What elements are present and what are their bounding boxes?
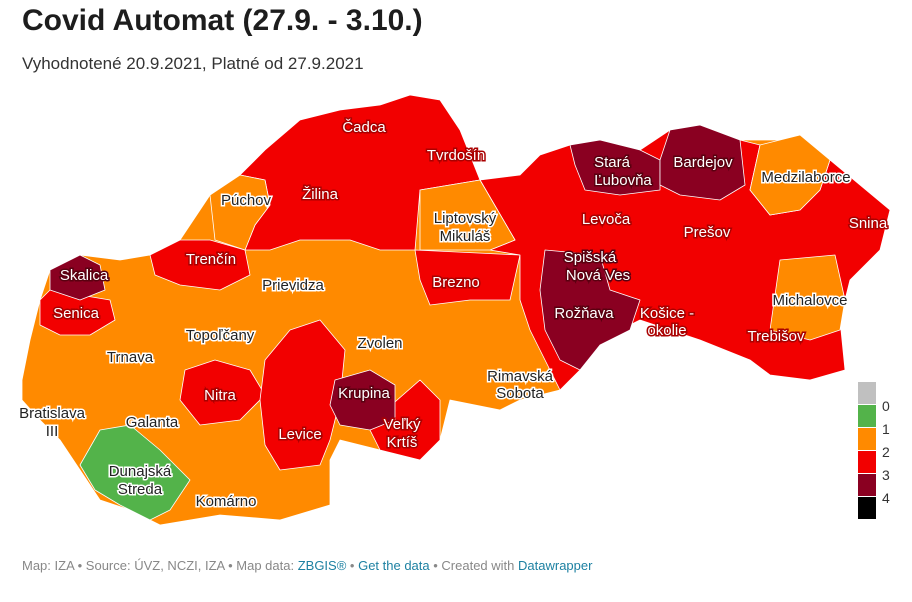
region-label: Streda <box>118 481 163 498</box>
region-label: Levice <box>278 426 321 443</box>
region-label: Krtíš <box>387 434 418 451</box>
region-label: Nová Ves <box>566 267 630 284</box>
region-label: Snina <box>849 215 888 232</box>
region-label: Galanta <box>126 414 179 431</box>
region-krupina[interactable] <box>329 369 396 431</box>
region-label: III <box>46 423 59 440</box>
region-liptmik[interactable] <box>419 179 516 251</box>
chart-title: Covid Automat (27.9. - 3.10.) <box>22 4 423 37</box>
region-label: Veľký <box>384 416 421 433</box>
region-label: Nitra <box>204 387 236 404</box>
region-stara[interactable] <box>569 139 661 196</box>
region-trencin[interactable] <box>149 239 251 291</box>
legend-swatch <box>858 405 876 427</box>
region-label: Tvrdošín <box>427 147 485 164</box>
region-nitra[interactable] <box>179 359 266 426</box>
legend-item: 1 <box>858 405 890 436</box>
region-label: Bardejov <box>673 154 733 171</box>
region-label: Mikuláš <box>440 228 491 245</box>
region-dunajska[interactable] <box>79 424 191 521</box>
region-label: Ľubovňa <box>594 172 652 189</box>
region-label: Medzilaborce <box>761 169 850 186</box>
region-label: Zvolen <box>357 335 402 352</box>
legend-item: 0 <box>858 382 890 413</box>
region-krtis[interactable] <box>369 379 441 461</box>
legend-swatch <box>858 428 876 450</box>
region-label: Sobota <box>496 385 544 402</box>
region-label: Trnava <box>107 349 154 366</box>
region-skalica[interactable] <box>49 254 106 301</box>
chart-subtitle: Vyhodnotené 20.9.2021, Platné od 27.9.20… <box>22 54 364 73</box>
region-medzilab[interactable] <box>749 134 831 216</box>
region-label: okolie <box>647 322 686 339</box>
region-label: Senica <box>53 305 100 322</box>
legend-item: 4 <box>858 474 890 505</box>
zbgis-link[interactable]: ZBGIS® <box>297 558 347 573</box>
region-label: Skalica <box>60 267 109 284</box>
region-label: Košice - <box>640 305 694 322</box>
legend-swatch <box>858 382 876 404</box>
footer-sep: • <box>346 558 359 573</box>
legend-label: 3 <box>882 467 890 483</box>
legend-label: 2 <box>882 444 890 460</box>
footer: Map: IZA • Source: ÚVZ, NCZI, IZA • Map … <box>22 558 592 573</box>
legend-swatch <box>858 451 876 473</box>
region-label: Stará <box>594 154 631 171</box>
region-label: Komárno <box>196 493 257 510</box>
region-label: Trebišov <box>748 328 805 345</box>
legend: 0 1 2 3 4 <box>858 382 890 520</box>
region-label: Rožňava <box>554 305 614 322</box>
region-label: Bratislava <box>19 405 86 422</box>
region-label: Čadca <box>342 119 386 136</box>
region-label: Púchov <box>221 192 272 209</box>
region-michalovce[interactable] <box>769 254 846 341</box>
legend-label: 4 <box>882 490 890 506</box>
region-label: Michalovce <box>772 292 847 309</box>
region-label: Prešov <box>684 224 731 241</box>
legend-label: 0 <box>882 398 890 414</box>
legend-item: 3 <box>858 451 890 482</box>
region-label: Brezno <box>432 274 480 291</box>
legend-item: 2 <box>858 428 890 459</box>
legend-swatch <box>858 474 876 496</box>
get-the-data-link[interactable]: Get the data <box>358 558 430 573</box>
region-label: Prievidza <box>262 277 324 294</box>
legend-label: 1 <box>882 421 890 437</box>
region-label: Rimavská <box>487 368 554 385</box>
region-puchov[interactable] <box>209 174 271 251</box>
region-levice[interactable] <box>259 319 346 471</box>
datawrapper-link[interactable]: Datawrapper <box>518 558 593 573</box>
region-label: Liptovský <box>434 210 497 227</box>
footer-created: • Created with <box>429 558 519 573</box>
region-label: Žilina <box>302 186 339 203</box>
region-label: Spišská <box>564 249 617 266</box>
region-spis-roznava[interactable] <box>539 249 641 371</box>
region-label: Levoča <box>582 211 631 228</box>
region-bardejov[interactable] <box>659 124 746 201</box>
region-label: Topoľčany <box>186 327 255 344</box>
region-label: Krupina <box>338 385 390 402</box>
region-label: Dunajská <box>109 463 172 480</box>
region-label: Trenčín <box>186 251 236 268</box>
footer-source: Map: IZA • Source: ÚVZ, NCZI, IZA • Map … <box>22 558 298 573</box>
legend-item <box>858 497 890 519</box>
legend-swatch <box>858 497 876 519</box>
